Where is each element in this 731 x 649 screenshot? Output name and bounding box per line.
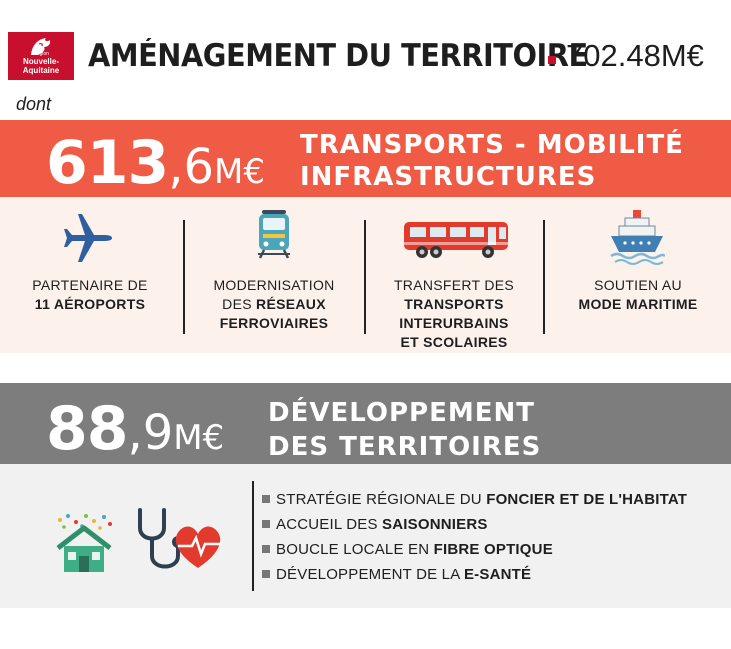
rail-item: MODERNISATION DES RÉSEAUX FERROVIAIRES	[186, 276, 362, 333]
stethoscope-heart-icon	[134, 506, 226, 581]
maritime-bold: MODE MARITIME	[578, 296, 698, 312]
territories-amount-unit: M€	[173, 418, 225, 458]
rail-bold2: FERROVIAIRES	[219, 315, 329, 331]
bullet-item: DÉVELOPPEMENT DE LA E-SANTÉ	[262, 562, 687, 587]
territories-amount: 88,9M€	[46, 394, 224, 464]
transport-amount-int: 613	[46, 128, 169, 198]
territories-amount-int: 88	[46, 394, 128, 464]
transport-band	[0, 120, 731, 197]
territories-title-line2: DES TERRITOIRES	[268, 432, 542, 462]
bus-text: TRANSFERT DES	[393, 277, 515, 293]
bullet-text: BOUCLE LOCALE EN	[276, 541, 434, 558]
airplane-icon	[62, 212, 114, 269]
ship-icon	[609, 208, 666, 271]
logo-label: Nouvelle-Aquitaine	[22, 57, 60, 75]
airports-bold: 11 AÉROPORTS	[34, 296, 146, 312]
transport-amount: 613,6M€	[46, 128, 265, 198]
divider	[364, 220, 366, 334]
region-logo: Région Nouvelle-Aquitaine	[8, 32, 74, 80]
bullet-text: ACCUEIL DES	[276, 516, 383, 533]
divider	[543, 220, 545, 334]
bullet-item: BOUCLE LOCALE EN FIBRE OPTIQUE	[262, 537, 687, 562]
bus-bold1: TRANSPORTS	[404, 296, 504, 312]
bullet-item: STRATÉGIE RÉGIONALE DU FONCIER ET DE L'H…	[262, 487, 687, 512]
dont-label: dont	[16, 94, 52, 114]
bus-icon	[402, 218, 510, 265]
bullet-text: STRATÉGIE RÉGIONALE DU	[276, 491, 487, 508]
page-title: AMÉNAGEMENT DU TERRITOIRE	[88, 38, 588, 74]
house-icon	[52, 512, 116, 579]
lion-emblem-icon	[31, 38, 51, 55]
logo-sub: Région	[33, 51, 49, 57]
bus-item: TRANSFERT DES TRANSPORTS INTERURBAINS ET…	[366, 276, 542, 352]
territories-title: DÉVELOPPEMENT DES TERRITOIRES	[268, 396, 541, 464]
transport-amount-unit: M€	[214, 152, 266, 192]
divider	[252, 481, 254, 591]
rail-text2: DES	[222, 296, 252, 312]
airports-item: PARTENAIRE DE 11 AÉROPORTS	[0, 276, 180, 314]
bullet-bold: FONCIER ET DE L'HABITAT	[486, 491, 688, 508]
train-icon	[256, 208, 292, 265]
transport-title: TRANSPORTS - MOBILITÉ INFRASTRUCTURES	[300, 129, 684, 193]
bullet-bold: SAISONNIERS	[382, 516, 488, 533]
rail-text: MODERNISATION	[213, 277, 335, 293]
bullet-item: ACCUEIL DES SAISONNIERS	[262, 512, 687, 537]
maritime-text: SOUTIEN AU	[594, 277, 682, 293]
bullet-bold: FIBRE OPTIQUE	[433, 541, 553, 558]
territories-amount-dec: ,9	[127, 405, 174, 461]
maritime-item: SOUTIEN AU MODE MARITIME	[548, 276, 728, 314]
territories-band	[0, 383, 731, 464]
total-amount: 702.48M€	[566, 38, 704, 73]
transport-title-line2: INFRASTRUCTURES	[300, 162, 597, 192]
title-separator	[548, 56, 556, 64]
bullet-bold: E-SANTÉ	[463, 566, 532, 583]
bus-bold2: INTERURBAINS	[399, 315, 509, 331]
rail-bold1: RÉSEAUX	[256, 296, 326, 312]
territories-title-line1: DÉVELOPPEMENT	[268, 398, 535, 428]
territories-bullets: STRATÉGIE RÉGIONALE DU FONCIER ET DE L'H…	[262, 487, 687, 587]
airports-text: PARTENAIRE DE	[32, 277, 148, 293]
transport-title-line1: TRANSPORTS - MOBILITÉ	[300, 130, 684, 160]
divider	[183, 220, 185, 334]
bus-bold3: ET SCOLAIRES	[400, 334, 508, 350]
transport-amount-dec: ,6	[168, 139, 215, 195]
territories-panel	[0, 464, 731, 608]
bullet-text: DÉVELOPPEMENT DE LA	[276, 566, 464, 583]
